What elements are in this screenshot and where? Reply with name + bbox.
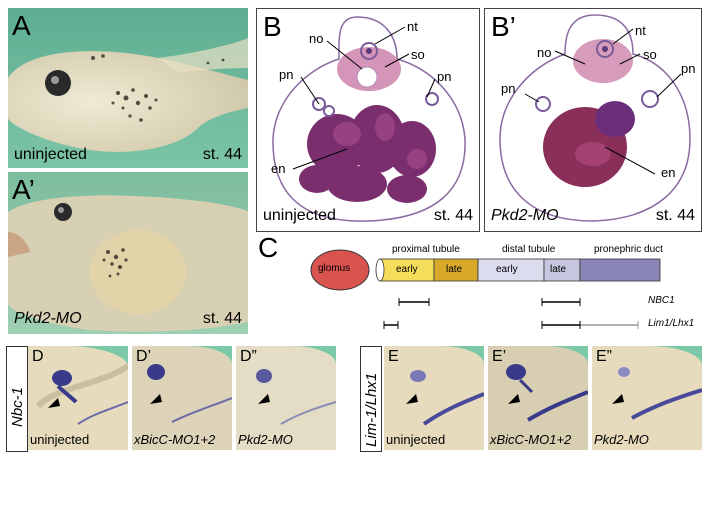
- panel-b-prime-stage: st. 44: [655, 207, 695, 224]
- panel-b: B no nt so pn pn en uninjected st. 44: [256, 8, 480, 232]
- panel-d-letter: D: [32, 348, 44, 365]
- nephron-diagram: [310, 249, 661, 329]
- distal-tubule-label: distal tubule: [502, 244, 556, 255]
- panel-e-double-prime: E” Pkd2-MO: [592, 346, 702, 450]
- panel-d-prime-image: [132, 346, 232, 450]
- panel-b-condition: uninjected: [263, 207, 336, 224]
- prox-late-label: late: [446, 264, 463, 275]
- panel-d-double-prime-letter: D”: [240, 348, 257, 365]
- panel-b-prime-label-en: en: [661, 165, 676, 180]
- panel-b-prime-label-so: so: [643, 47, 657, 62]
- panel-d-prime-letter: D’: [136, 348, 152, 365]
- panel-d-caption: uninjected: [30, 432, 90, 447]
- nbc1-row-label: Nbc-1: [6, 346, 28, 452]
- panel-a-prime-image: [8, 172, 248, 334]
- panel-b-label-pn-right: pn: [437, 69, 452, 84]
- panel-b-prime-label-no: no: [537, 45, 552, 60]
- panel-b-label-en: en: [271, 161, 286, 176]
- panel-d-image: [28, 346, 128, 450]
- panel-a-image: [8, 8, 248, 168]
- panel-e-prime-letter: E’: [492, 348, 507, 365]
- panel-b-prime-condition: Pkd2-MO: [491, 207, 559, 224]
- panel-b-label-pn-left: pn: [279, 67, 294, 82]
- panel-d-double-prime: D” Pkd2-MO: [236, 346, 336, 450]
- prox-early-label: early: [396, 264, 418, 275]
- glomus-shape: [310, 249, 370, 291]
- distal-late-label: late: [550, 264, 567, 275]
- panel-d: D uninjected: [28, 346, 128, 450]
- panel-c-letter: C: [258, 232, 279, 263]
- panel-b-prime-letter: B’: [491, 11, 516, 42]
- panel-e-double-prime-image: [592, 346, 702, 450]
- lim1-row-label: Lim-1/Lhx1: [360, 346, 382, 452]
- panel-b-image: [272, 16, 466, 222]
- panel-a-prime-stage: st. 44: [202, 310, 242, 327]
- panel-e-prime-image: [488, 346, 588, 450]
- pronephric-duct-label: pronephric duct: [594, 244, 663, 255]
- panel-b-stage: st. 44: [433, 207, 473, 224]
- nbc1-marker-label: NBC1: [648, 295, 675, 306]
- glomus-label: glomus: [318, 263, 351, 274]
- panel-e-prime: E’ xBicC-MO1+2: [488, 346, 588, 450]
- panel-a-condition: uninjected: [14, 146, 87, 163]
- panel-a-stage: st. 44: [202, 146, 242, 163]
- panel-e-letter: E: [388, 348, 399, 365]
- panel-b-label-so: so: [411, 47, 425, 62]
- panel-d-double-prime-caption: Pkd2-MO: [238, 432, 293, 447]
- panel-e-double-prime-letter: E”: [596, 348, 612, 365]
- panel-e-prime-caption: xBicC-MO1+2: [490, 432, 572, 447]
- distal-early-label: early: [496, 264, 518, 275]
- panel-b-prime-label-nt: nt: [635, 23, 646, 38]
- duct-segment: [579, 258, 661, 282]
- panel-a-prime-condition: Pkd2-MO: [14, 310, 82, 327]
- panel-d-double-prime-image: [236, 346, 336, 450]
- panel-e-caption: uninjected: [386, 432, 446, 447]
- panel-b-prime: B’ no nt so pn pn en Pkd2-MO st. 44: [484, 8, 702, 232]
- panel-e: E uninjected: [384, 346, 484, 450]
- lim1-marker-label: Lim1/Lhx1: [648, 318, 695, 329]
- panel-d-prime-caption: xBicC-MO1+2: [134, 432, 216, 447]
- panel-a: A uninjected st. 44: [8, 8, 248, 168]
- panel-b-letter: B: [263, 11, 282, 42]
- panel-b-prime-label-pn-left: pn: [501, 81, 516, 96]
- panel-e-double-prime-caption: Pkd2-MO: [594, 432, 649, 447]
- panel-a-letter: A: [12, 10, 31, 41]
- panel-c: C glomus proximal tubule distal tubule p…: [256, 232, 706, 340]
- proximal-tubule-label: proximal tubule: [392, 244, 460, 255]
- panel-d-prime: D’ xBicC-MO1+2: [132, 346, 232, 450]
- panel-b-prime-label-pn-right: pn: [681, 61, 696, 76]
- panel-e-image: [384, 346, 484, 450]
- panel-b-prime-image: [499, 14, 691, 222]
- panel-a-prime: A’ Pkd2-MO st. 44: [8, 172, 248, 334]
- panel-a-prime-letter: A’: [12, 174, 35, 205]
- panel-b-label-no: no: [309, 31, 324, 46]
- panel-b-label-nt: nt: [407, 19, 418, 34]
